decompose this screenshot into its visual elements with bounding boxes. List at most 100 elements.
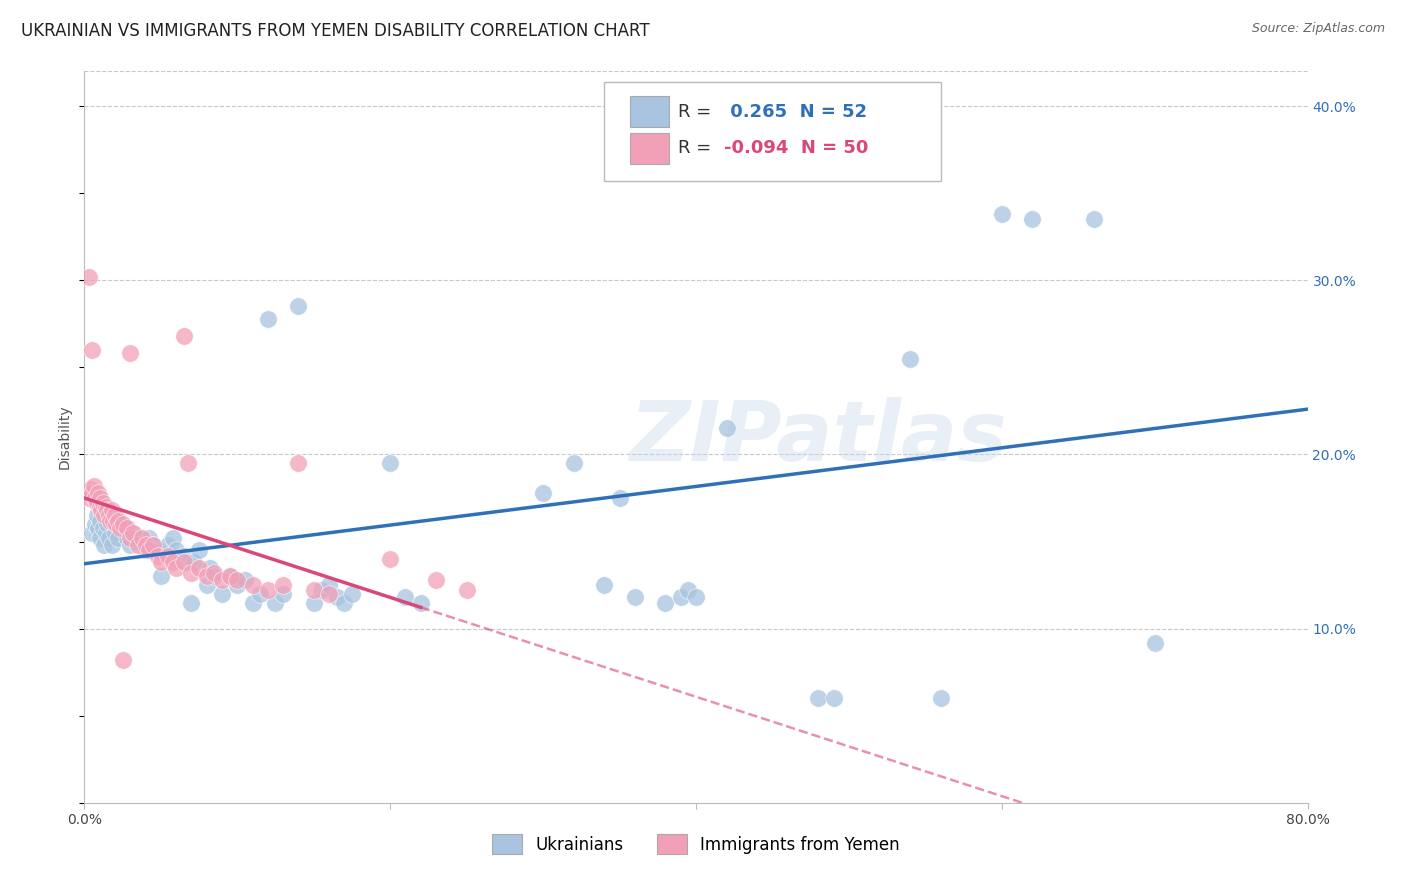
Point (685, 591, 707, 605)
Point (249, 587, 271, 601)
Point (162, 531, 184, 545)
Point (173, 556, 195, 570)
Point (157, 549, 180, 563)
Point (86, 496, 108, 510)
Point (1143, 635, 1166, 649)
Text: ZIPatlas: ZIPatlas (630, 397, 1007, 477)
Point (86, 508, 108, 523)
Point (325, 591, 347, 605)
Point (96, 503, 118, 517)
Point (87, 521, 110, 535)
Point (111, 521, 134, 535)
Point (135, 538, 157, 552)
Point (302, 583, 325, 598)
Point (195, 578, 218, 592)
Point (111, 653, 134, 667)
Point (218, 569, 240, 583)
Point (115, 531, 138, 545)
Point (991, 207, 1014, 221)
Point (107, 514, 129, 528)
Point (340, 587, 363, 601)
FancyBboxPatch shape (630, 133, 669, 163)
Point (716, 421, 738, 435)
Point (98, 514, 121, 528)
Point (754, 125, 776, 139)
Point (138, 531, 160, 545)
Point (79, 483, 101, 497)
Point (108, 521, 131, 535)
Point (90, 503, 112, 517)
Point (380, 456, 402, 470)
Point (425, 573, 447, 587)
Point (104, 525, 127, 540)
Point (122, 525, 145, 540)
FancyBboxPatch shape (630, 96, 669, 127)
Text: -0.094  N = 50: -0.094 N = 50 (724, 139, 869, 157)
Text: UKRAINIAN VS IMMIGRANTS FROM YEMEN DISABILITY CORRELATION CHART: UKRAINIAN VS IMMIGRANTS FROM YEMEN DISAB… (21, 22, 650, 40)
Point (120, 346, 142, 360)
Point (669, 591, 692, 605)
Point (93, 538, 115, 552)
Point (93, 508, 115, 523)
Point (226, 573, 249, 587)
Point (264, 595, 287, 609)
Point (211, 573, 233, 587)
Text: R =: R = (678, 139, 717, 157)
Point (678, 583, 700, 598)
Point (287, 456, 309, 470)
Point (807, 691, 830, 706)
Point (91, 521, 114, 535)
Point (302, 595, 325, 609)
Point (127, 538, 149, 552)
Point (318, 578, 340, 592)
Point (211, 587, 233, 601)
Text: R =: R = (678, 103, 717, 120)
Point (120, 531, 142, 545)
Point (97, 531, 120, 545)
Text: Source: ZipAtlas.com: Source: ZipAtlas.com (1251, 22, 1385, 36)
Point (103, 514, 125, 528)
Point (409, 595, 432, 609)
Point (242, 578, 264, 592)
Point (80, 485, 103, 500)
Point (91, 496, 114, 510)
Point (142, 538, 165, 552)
Legend: Ukrainians, Immigrants from Yemen: Ukrainians, Immigrants from Yemen (485, 828, 907, 860)
Point (162, 556, 184, 570)
Point (776, 155, 799, 169)
Point (142, 538, 165, 552)
Point (180, 595, 202, 609)
Point (562, 456, 585, 470)
Point (87, 485, 110, 500)
Point (311, 583, 333, 598)
Point (593, 578, 616, 592)
Point (929, 691, 952, 706)
Point (188, 560, 211, 574)
Point (257, 311, 280, 326)
Point (195, 569, 218, 583)
Point (120, 538, 142, 552)
Point (233, 573, 256, 587)
Point (146, 549, 169, 563)
Point (202, 569, 225, 583)
Point (456, 583, 478, 598)
Point (94, 525, 117, 540)
Point (157, 538, 180, 552)
Point (654, 595, 676, 609)
Point (131, 531, 153, 545)
Point (101, 503, 124, 517)
Point (271, 587, 294, 601)
Point (287, 300, 309, 314)
FancyBboxPatch shape (605, 82, 941, 181)
Point (823, 691, 845, 706)
Text: 0.265  N = 52: 0.265 N = 52 (724, 103, 868, 120)
Point (101, 538, 124, 552)
Point (318, 587, 340, 601)
Point (138, 543, 160, 558)
Point (1083, 212, 1105, 227)
Point (94, 500, 117, 514)
Point (531, 485, 554, 500)
Point (218, 569, 240, 583)
Point (242, 595, 264, 609)
Point (226, 578, 249, 592)
